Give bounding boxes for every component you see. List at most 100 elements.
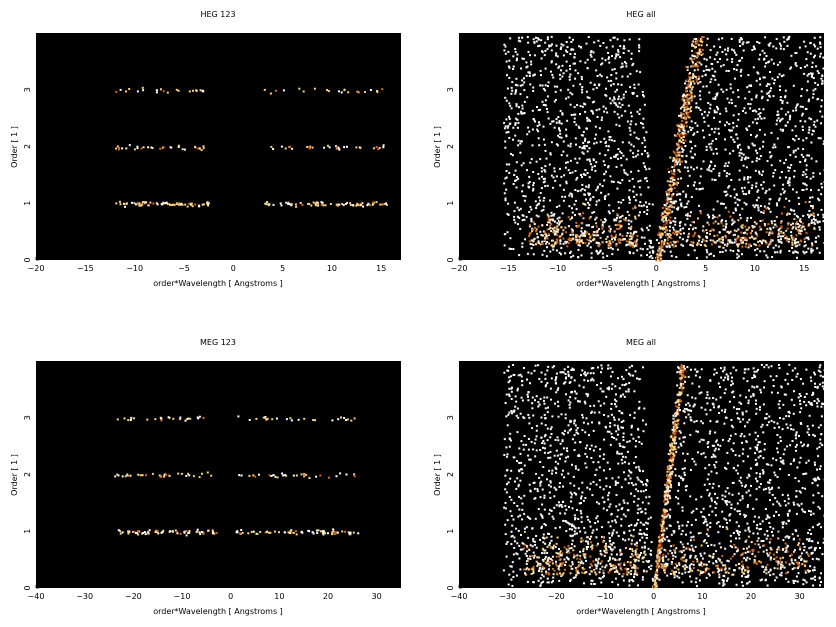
heatmap-cell — [548, 221, 551, 224]
heatmap-cell — [716, 420, 719, 423]
heatmap-cell — [620, 164, 623, 167]
heatmap-cell — [785, 423, 788, 426]
heatmap-cell — [726, 487, 729, 490]
heatmap-cell — [793, 175, 796, 178]
heatmap-cell — [671, 166, 674, 168]
heatmap-cell — [677, 446, 680, 449]
heatmap-cell — [717, 521, 720, 523]
heatmap-cell — [779, 128, 782, 131]
heatmap-cell — [195, 90, 198, 92]
heatmap-cell — [530, 217, 533, 220]
heatmap-cell — [729, 83, 732, 86]
heatmap-cell — [533, 540, 536, 543]
heatmap-cell — [622, 579, 625, 582]
heatmap-cell — [709, 521, 712, 524]
heatmap-cell — [593, 404, 596, 407]
heatmap-cell — [811, 424, 814, 427]
heatmap-cell — [762, 140, 765, 143]
heatmap-cell — [533, 226, 536, 229]
heatmap-cell — [780, 220, 783, 223]
heatmap-cell — [696, 61, 699, 64]
heatmap-cell — [737, 236, 740, 239]
heatmap-cell — [815, 160, 818, 163]
heatmap-cell — [558, 120, 561, 123]
heatmap-cell — [574, 566, 577, 569]
heatmap-cell — [733, 241, 736, 244]
heatmap-cell — [716, 234, 719, 237]
heatmap-cell — [735, 125, 738, 128]
heatmap-cell — [579, 105, 582, 108]
heatmap-cell — [730, 136, 733, 139]
heatmap-cell — [506, 231, 509, 234]
heatmap-cell — [630, 57, 633, 60]
heatmap-cell — [506, 541, 509, 543]
heatmap-cell — [738, 199, 741, 202]
heatmap-cell — [634, 155, 637, 158]
heatmap-cell — [680, 141, 683, 144]
heatmap-cell — [815, 236, 817, 239]
heatmap-cell — [172, 203, 174, 206]
heatmap-cell — [275, 89, 277, 92]
heatmap-cell — [755, 122, 758, 125]
heatmap-cell — [589, 236, 592, 239]
heatmap-cell — [618, 207, 620, 209]
heatmap-cell — [528, 416, 531, 419]
heatmap-cell — [585, 540, 587, 543]
heatmap-cell — [526, 96, 529, 99]
heatmap-cell — [528, 483, 531, 486]
heatmap-cell — [692, 55, 695, 57]
heatmap-cell — [659, 259, 662, 262]
heatmap-cell — [799, 378, 802, 380]
heatmap-cell — [767, 43, 770, 46]
heatmap-cell — [734, 454, 737, 457]
heatmap-cell — [811, 244, 814, 247]
heatmap-cell — [649, 246, 652, 249]
heatmap-cell — [607, 165, 610, 168]
heatmap-cell — [508, 136, 511, 139]
heatmap-cell — [767, 91, 770, 94]
heatmap-cell — [601, 240, 604, 243]
heatmap-cell — [562, 237, 565, 240]
heatmap-cell — [795, 575, 798, 578]
heatmap-cell — [609, 443, 612, 446]
heatmap-cell — [698, 385, 701, 388]
heatmap-cell — [513, 174, 516, 176]
heatmap-cell — [810, 552, 813, 555]
heatmap-cell — [385, 202, 387, 205]
heatmap-cell — [694, 374, 697, 377]
heatmap-cell — [588, 96, 591, 99]
heatmap-cell — [785, 522, 788, 525]
heatmap-cell — [674, 241, 677, 244]
heatmap-cell — [795, 495, 798, 498]
heatmap-cell — [513, 546, 516, 549]
heatmap-cell — [720, 237, 723, 240]
heatmap-cell — [676, 208, 679, 211]
heatmap-cell — [747, 504, 749, 507]
heatmap-cell — [546, 38, 549, 41]
heatmap-cell — [511, 81, 514, 84]
heatmap-cell — [315, 529, 318, 532]
heatmap-cell — [198, 531, 201, 534]
heatmap-cell — [706, 478, 709, 481]
heatmap-cell — [795, 443, 798, 446]
heatmap-cell — [781, 102, 784, 105]
heatmap-cell — [780, 107, 783, 110]
heatmap-cell — [800, 407, 803, 410]
heatmap-cell — [793, 390, 795, 393]
heatmap-cell — [725, 373, 728, 376]
heatmap-cell — [540, 581, 543, 584]
heatmap-cell — [750, 235, 753, 238]
heatmap-cell — [608, 556, 611, 559]
heatmap-cell — [610, 74, 613, 76]
heatmap-cell — [538, 144, 541, 147]
heatmap-cell — [701, 52, 704, 55]
heatmap-cell — [807, 73, 810, 76]
heatmap-cell — [572, 475, 575, 478]
heatmap-cell — [159, 475, 162, 478]
heatmap-cell — [543, 249, 546, 252]
heatmap-cell — [799, 161, 802, 163]
heatmap-cell — [539, 108, 542, 111]
heatmap-cell — [567, 375, 570, 378]
heatmap-cell — [730, 241, 733, 244]
